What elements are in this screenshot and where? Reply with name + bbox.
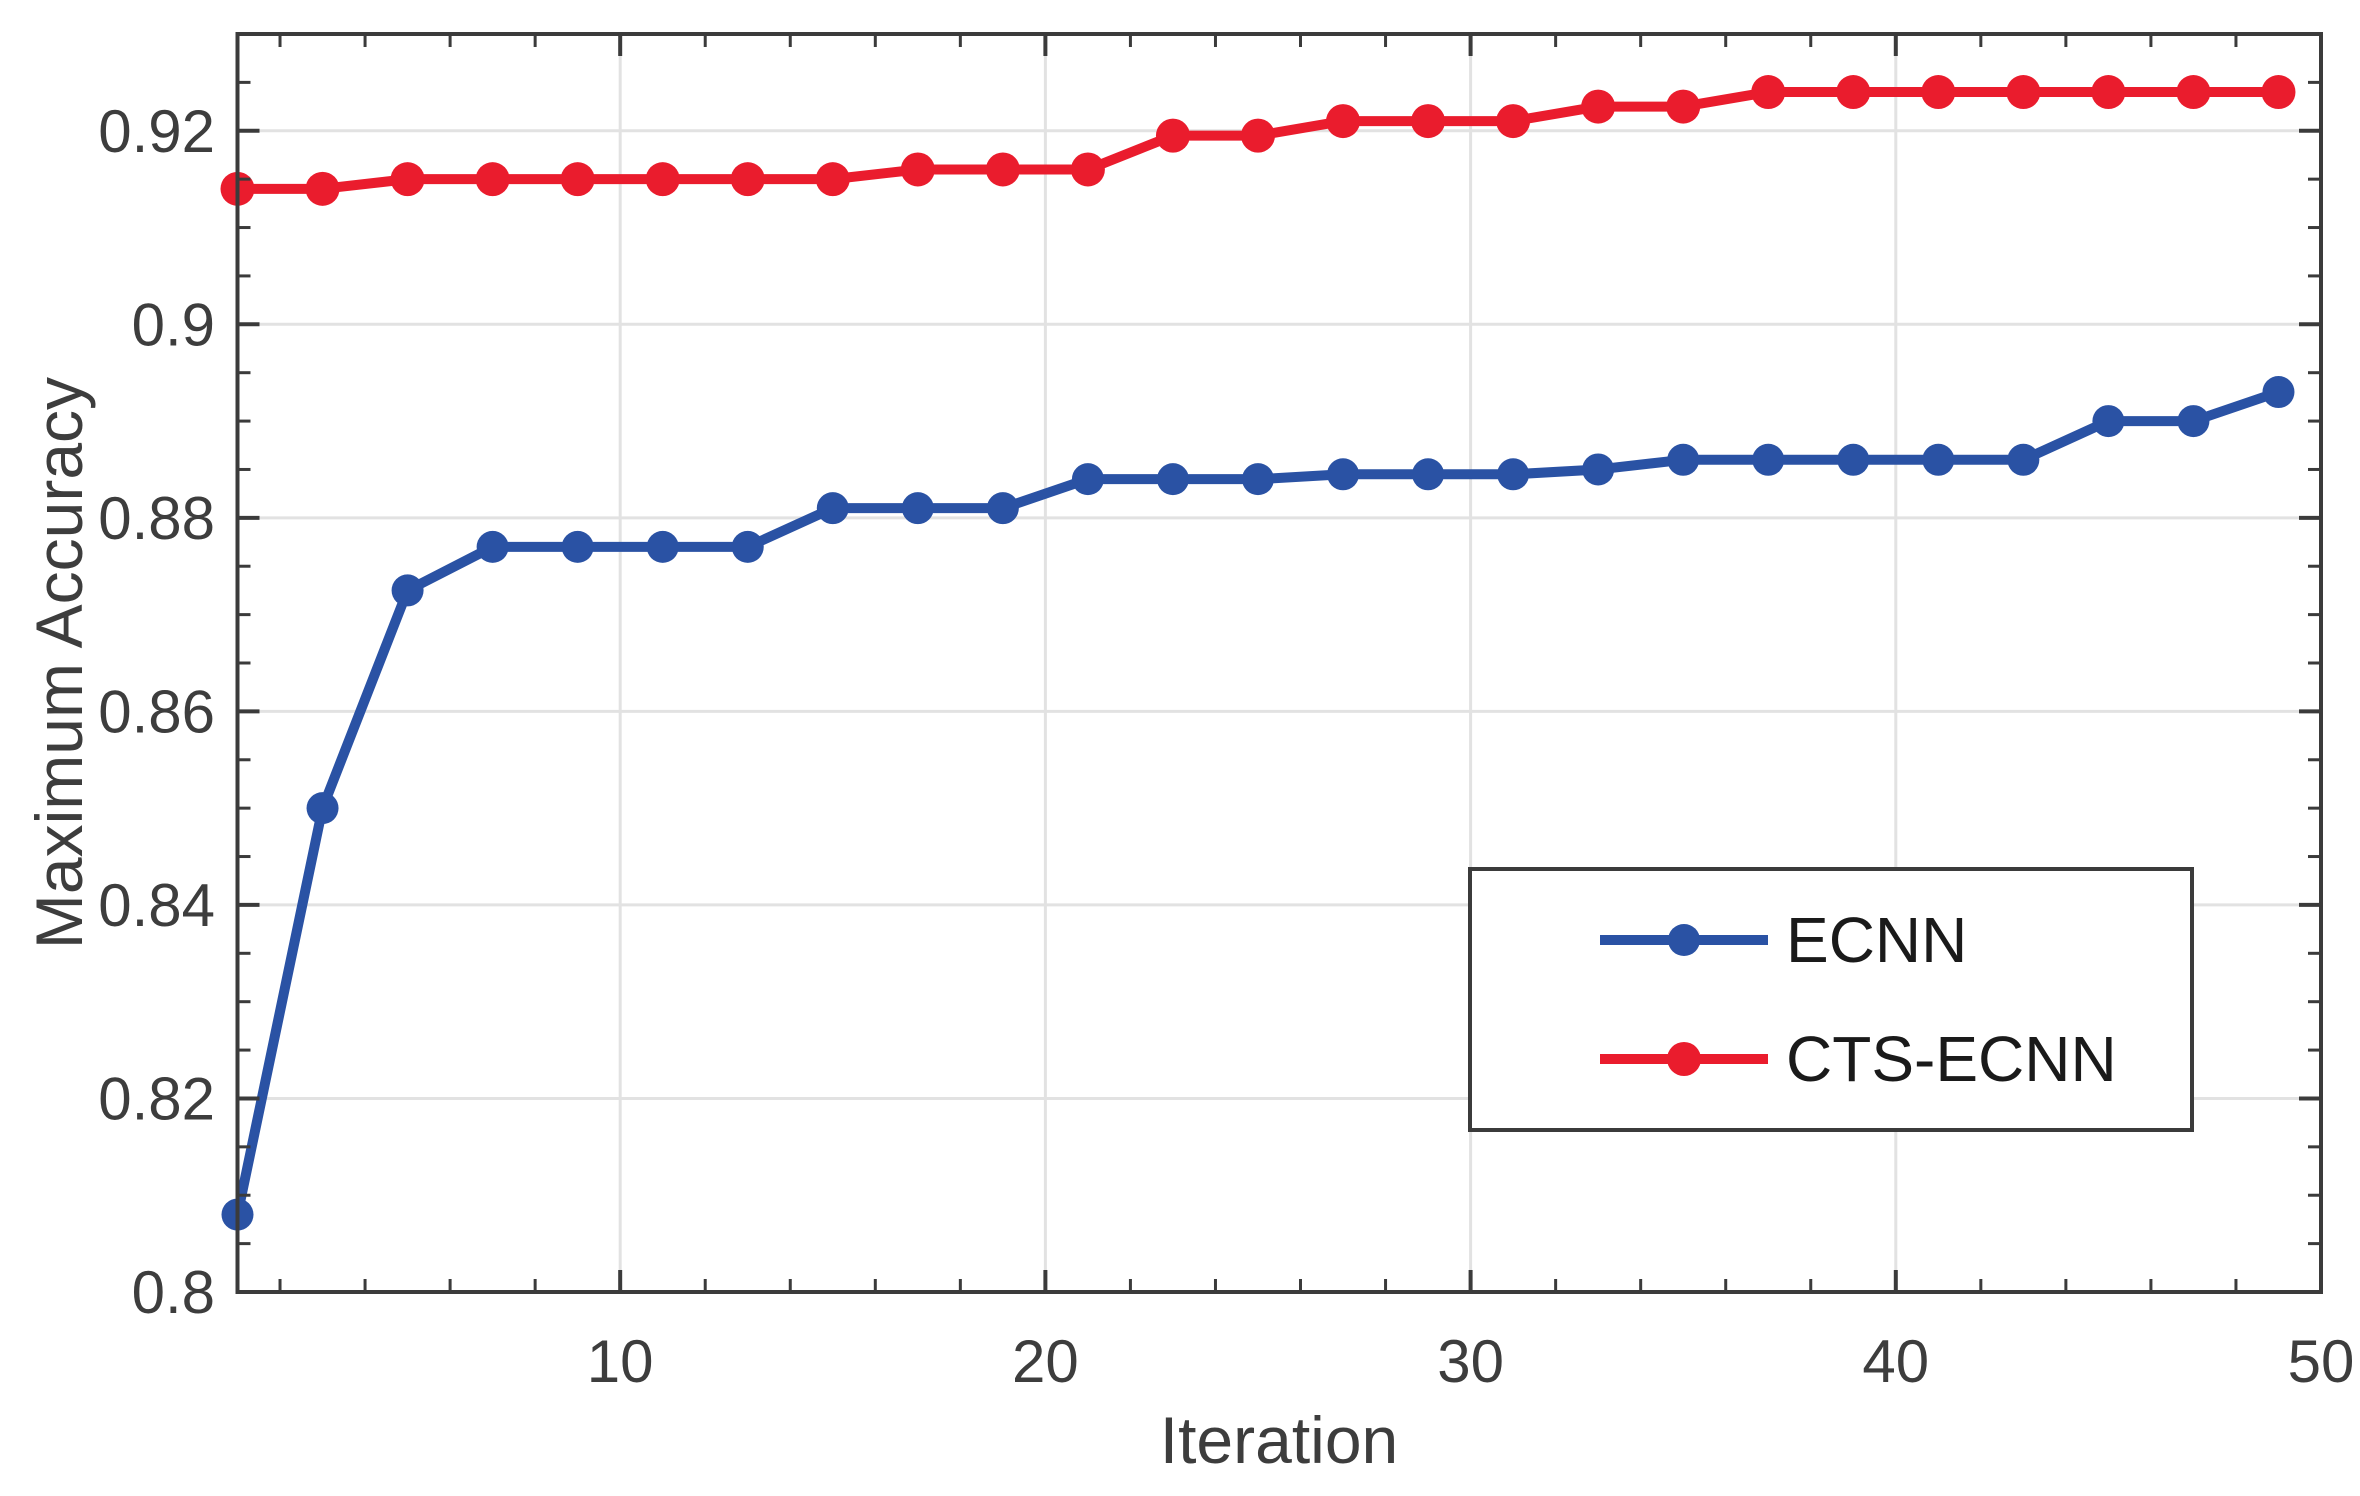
data-point-ecnn [306,792,339,825]
legend-label: CTS-ECNN [1786,1023,2117,1095]
data-point-ecnn [1667,443,1700,476]
data-point-cts-ecnn [475,162,510,197]
data-point-ecnn [561,530,594,563]
data-point-ecnn [1497,458,1530,491]
data-point-cts-ecnn [560,162,595,197]
x-tick-label: 30 [1437,1328,1504,1395]
data-point-ecnn [1071,463,1104,496]
data-point-cts-ecnn [2006,75,2041,110]
data-point-ecnn [2092,405,2125,438]
data-point-cts-ecnn [2091,75,2126,110]
x-tick-label: 20 [1012,1328,1079,1395]
data-point-ecnn [1241,463,1274,496]
y-tick-label: 0.9 [132,291,215,358]
data-point-ecnn [1752,443,1785,476]
data-point-cts-ecnn [305,171,340,206]
data-point-ecnn [1156,463,1189,496]
data-point-ecnn [731,530,764,563]
x-tick-label: 40 [1862,1328,1929,1395]
tick-layer [237,34,2323,1294]
legend-item: ECNN [1600,904,1967,976]
data-point-cts-ecnn [985,152,1020,187]
y-tick-label: 0.88 [98,485,215,552]
legend-item: CTS-ECNN [1600,1023,2117,1095]
data-point-ecnn [2262,376,2295,409]
y-tick-label: 0.86 [98,678,215,745]
y-tick-label: 0.84 [98,872,215,939]
data-point-cts-ecnn [645,162,680,197]
data-point-cts-ecnn [815,162,850,197]
y-tick-label: 0.82 [98,1065,215,1132]
y-tick-label: 0.8 [132,1259,215,1326]
data-point-cts-ecnn [1155,118,1190,153]
data-point-cts-ecnn [2176,75,2211,110]
x-tick-label: 50 [2288,1328,2355,1395]
data-point-cts-ecnn [1496,104,1531,139]
legend-box [1468,867,2194,1132]
data-point-ecnn [1412,458,1445,491]
data-point-cts-ecnn [730,162,765,197]
data-point-cts-ecnn [1240,118,1275,153]
data-point-ecnn [646,530,679,563]
legend-marker-icon [1668,924,1700,956]
data-point-ecnn [1327,458,1360,491]
data-point-ecnn [986,492,1019,525]
data-point-cts-ecnn [1836,75,1871,110]
data-point-cts-ecnn [1581,89,1616,124]
grid-layer [237,34,2321,1292]
data-point-ecnn [901,492,934,525]
tick-label-layer: 10 20 30 40 50 0.8 0.82 0.84 0.86 0.88 0.9 0.92 [98,98,2354,1395]
data-point-cts-ecnn [1326,104,1361,139]
x-axis-title: Iteration [1160,1403,1398,1477]
data-point-cts-ecnn [1411,104,1446,139]
data-point-cts-ecnn [390,162,425,197]
y-tick-label: 0.92 [98,98,215,165]
data-point-cts-ecnn [2261,75,2296,110]
data-point-ecnn [1922,443,1955,476]
data-point-cts-ecnn [1666,89,1701,124]
data-point-ecnn [2007,443,2040,476]
data-point-ecnn [1582,453,1615,486]
data-point-ecnn [816,492,849,525]
data-point-cts-ecnn [1921,75,1956,110]
data-point-cts-ecnn [900,152,935,187]
legend-label: ECNN [1786,904,1967,976]
y-axis-title: Maximum Accuracy [22,377,96,949]
data-point-ecnn [391,574,424,607]
data-point-ecnn [1837,443,1870,476]
data-point-cts-ecnn [1751,75,1786,110]
legend-marker-icon [1667,1042,1701,1076]
data-point-ecnn [2177,405,2210,438]
data-point-cts-ecnn [1070,152,1105,187]
legend: ECNN CTS-ECNN [1468,867,2194,1132]
data-point-ecnn [476,530,509,563]
x-tick-label: 10 [587,1328,654,1395]
